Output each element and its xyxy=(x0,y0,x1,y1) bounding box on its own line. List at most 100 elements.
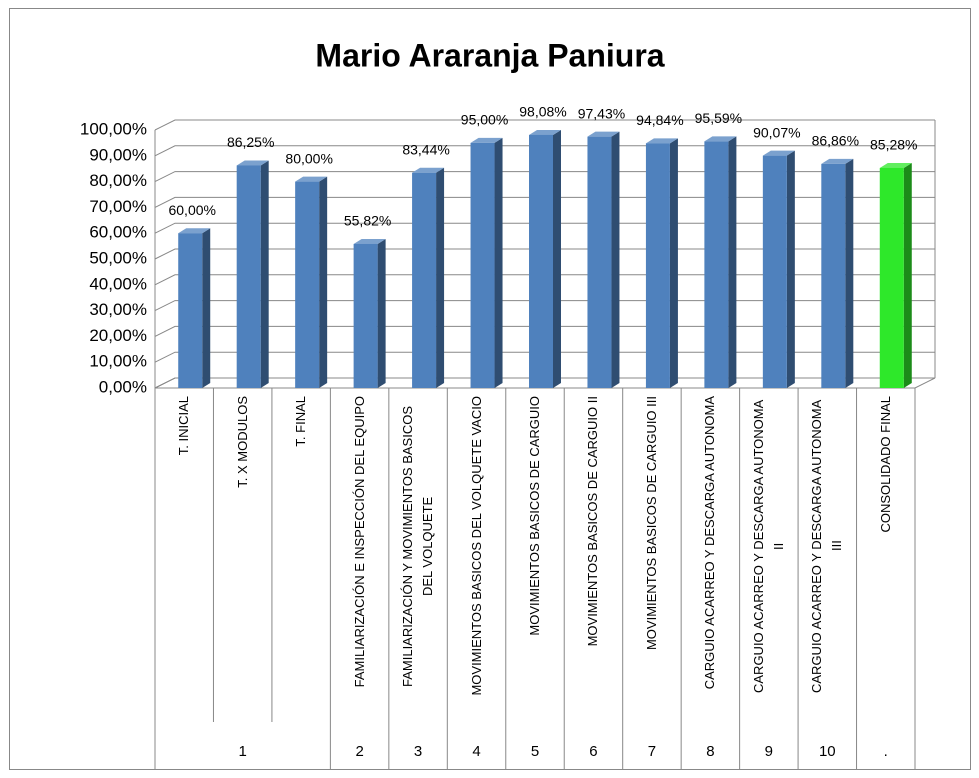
bar-front xyxy=(295,181,320,388)
bar-top xyxy=(645,138,678,144)
y-tick-label: 40,00% xyxy=(89,274,147,293)
bar-top xyxy=(178,228,211,234)
group-label: 6 xyxy=(589,743,597,760)
bar-side xyxy=(553,129,561,388)
bar-side xyxy=(202,228,211,388)
x-tick-label: CARGUIO ACARREO Y DESCARGA AUTONOMA II xyxy=(750,399,786,693)
data-label: 86,86% xyxy=(812,133,859,149)
x-tick-label: MOVIMIENTOS BASICOS DEL VOLQUETE VACIO xyxy=(468,396,484,696)
bar-front xyxy=(412,172,437,388)
data-label: 97,43% xyxy=(578,105,625,121)
bar-front xyxy=(178,233,203,388)
bar-top xyxy=(762,150,795,156)
bar xyxy=(762,150,795,388)
bar xyxy=(178,228,211,388)
bar-top xyxy=(529,129,561,135)
x-tick-label-box: T. X MODULOS xyxy=(213,396,271,706)
bar xyxy=(470,137,503,388)
bar-side xyxy=(494,137,503,388)
grid-line xyxy=(154,325,935,337)
x-tick-label-box: MOVIMIENTOS BASICOS DE CARGUIO xyxy=(506,396,564,706)
data-label: 60,00% xyxy=(168,202,215,218)
x-tick-label: MOVIMIENTOS BASICOS DE CARGUIO III xyxy=(643,396,659,651)
data-label: 94,84% xyxy=(636,112,683,128)
grid-line xyxy=(154,377,935,389)
bar-side xyxy=(377,238,386,388)
x-tick-label: CARGUIO ACARREO Y DESCARGA AUTONOMA xyxy=(702,396,718,690)
bar-side xyxy=(728,136,737,388)
group-label: 9 xyxy=(765,743,773,760)
group-label: 1 xyxy=(239,743,247,760)
data-label: 90,07% xyxy=(753,124,800,140)
grid-line xyxy=(154,222,935,234)
bar-top xyxy=(587,131,620,137)
grid-line xyxy=(154,274,935,286)
bar-side xyxy=(845,158,854,388)
group-label: 2 xyxy=(355,743,363,760)
data-label: 98,08% xyxy=(519,104,566,120)
bar-front xyxy=(353,243,378,388)
chart-title: Mario Araranja Paniura xyxy=(315,37,664,73)
bar xyxy=(645,138,678,388)
bar xyxy=(295,176,328,388)
bar-top xyxy=(879,162,912,168)
bar-top xyxy=(470,137,503,143)
bar-front xyxy=(587,136,612,388)
data-label: 55,82% xyxy=(344,213,391,229)
group-label: 5 xyxy=(531,743,539,760)
bar-top xyxy=(704,136,737,142)
data-label: 85,28% xyxy=(870,137,917,153)
bar-side xyxy=(611,131,620,388)
bar-front xyxy=(236,165,261,388)
bar xyxy=(704,136,737,388)
data-label: 95,59% xyxy=(695,110,742,126)
bar-front xyxy=(529,134,553,388)
group-label: 3 xyxy=(414,743,422,760)
x-tick-label: MOVIMIENTOS BASICOS DE CARGUIO II xyxy=(585,396,601,647)
bar-side xyxy=(260,160,269,388)
x-tick-label: CONSOLIDADO FINAL xyxy=(877,396,893,533)
grid-line xyxy=(154,196,935,208)
bar xyxy=(353,238,386,388)
x-tick-label-box: T. INICIAL xyxy=(155,396,213,706)
y-tick-label: 0,00% xyxy=(99,377,147,396)
bar-side xyxy=(786,150,795,388)
group-label: . xyxy=(884,743,888,760)
group-label: 10 xyxy=(819,743,836,760)
x-tick-label: FAMILIARIZACIÓN Y MOVIMIENTOS BASICOS DE… xyxy=(400,405,436,687)
bar-side xyxy=(436,167,445,388)
bar-side xyxy=(903,162,912,388)
y-tick-label: 30,00% xyxy=(89,300,147,319)
y-tick-label: 90,00% xyxy=(89,145,147,164)
x-tick-label-box: CARGUIO ACARREO Y DESCARGA AUTONOMA III xyxy=(798,396,856,706)
bar-front xyxy=(704,141,729,388)
bar-top xyxy=(412,167,445,173)
bar-front xyxy=(470,142,495,388)
bar xyxy=(529,129,561,388)
bar-top xyxy=(821,158,854,164)
y-tick-label: 60,00% xyxy=(89,223,147,242)
x-tick-label-box: CONSOLIDADO FINAL xyxy=(857,396,915,706)
x-tick-label: T. FINAL xyxy=(293,396,309,447)
x-tick-label-box: CARGUIO ACARREO Y DESCARGA AUTONOMA xyxy=(681,396,739,706)
group-label: 4 xyxy=(472,743,480,760)
x-tick-label: T. INICIAL xyxy=(176,396,192,456)
data-label: 83,44% xyxy=(402,141,449,157)
y-tick-label: 10,00% xyxy=(89,352,147,371)
x-tick-label: T. X MODULOS xyxy=(234,396,250,488)
group-label: 8 xyxy=(706,743,714,760)
bar-top xyxy=(353,238,386,244)
bar-top xyxy=(295,176,328,182)
bar-front xyxy=(879,167,904,388)
data-label: 86,25% xyxy=(227,134,274,150)
bar xyxy=(587,131,620,388)
data-label: 95,00% xyxy=(461,112,508,128)
data-label: 80,00% xyxy=(285,150,332,166)
y-tick-label: 50,00% xyxy=(89,248,147,267)
grid-line xyxy=(154,351,935,363)
bar-front xyxy=(762,155,787,388)
x-tick-label: MOVIMIENTOS BASICOS DE CARGUIO xyxy=(526,396,542,636)
grid-line xyxy=(154,171,935,183)
